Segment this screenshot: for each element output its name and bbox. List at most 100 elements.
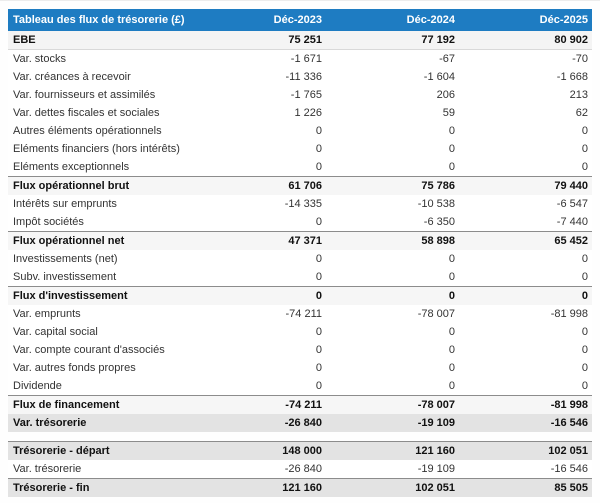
column-header-dec-2025: Déc-2025 — [459, 9, 592, 31]
row-value-dec-2024: 0 — [326, 341, 459, 359]
row-value-dec-2025: 0 — [459, 377, 592, 396]
row-value-dec-2024: 0 — [326, 158, 459, 177]
table-body: EBE 75 251 77 192 80 902 Var. stocks -1 … — [8, 31, 592, 497]
row-value-dec-2025: 65 452 — [459, 231, 592, 250]
row-label: Var. emprunts — [8, 305, 193, 323]
table-row: Trésorerie - fin 121 160 102 051 85 505 — [8, 478, 592, 497]
row-value-dec-2024: -19 109 — [326, 414, 459, 432]
row-label: Var. capital social — [8, 323, 193, 341]
column-header-dec-2023: Déc-2023 — [193, 9, 326, 31]
row-value-dec-2025: -81 998 — [459, 305, 592, 323]
row-value-dec-2024: 59 — [326, 104, 459, 122]
row-label: Flux opérationnel net — [8, 231, 193, 250]
row-value-dec-2024: 77 192 — [326, 31, 459, 50]
column-header-dec-2024: Déc-2024 — [326, 9, 459, 31]
header-row: Tableau des flux de trésorerie (£) Déc-2… — [8, 9, 592, 31]
table-row: Autres éléments opérationnels 0 0 0 — [8, 122, 592, 140]
table-row: Flux de financement -74 211 -78 007 -81 … — [8, 395, 592, 414]
table-row: EBE 75 251 77 192 80 902 — [8, 31, 592, 50]
row-value-dec-2025: 0 — [459, 286, 592, 305]
row-value-dec-2023: -14 335 — [193, 195, 326, 213]
row-label: Var. compte courant d'associés — [8, 341, 193, 359]
table-row: Eléments exceptionnels 0 0 0 — [8, 158, 592, 177]
row-value-dec-2024: 0 — [326, 377, 459, 396]
row-value-dec-2023: -11 336 — [193, 68, 326, 86]
row-label: Var. dettes fiscales et sociales — [8, 104, 193, 122]
row-value-dec-2024: 121 160 — [326, 441, 459, 460]
row-value-dec-2024: 58 898 — [326, 231, 459, 250]
row-value-dec-2023: 0 — [193, 250, 326, 268]
row-label: Trésorerie - fin — [8, 478, 193, 497]
row-value-dec-2025: -70 — [459, 49, 592, 68]
table-row: Flux d'investissement 0 0 0 — [8, 286, 592, 305]
table-row: Var. trésorerie -26 840 -19 109 -16 546 — [8, 460, 592, 479]
row-value-dec-2023: 0 — [193, 158, 326, 177]
table-title: Tableau des flux de trésorerie (£) — [8, 9, 193, 31]
table-row: Var. créances à recevoir -11 336 -1 604 … — [8, 68, 592, 86]
row-value-dec-2025: 213 — [459, 86, 592, 104]
row-value-dec-2023: 0 — [193, 323, 326, 341]
row-label: Subv. investissement — [8, 268, 193, 287]
row-label: Var. créances à recevoir — [8, 68, 193, 86]
table-row: Var. compte courant d'associés 0 0 0 — [8, 341, 592, 359]
row-value-dec-2024: -19 109 — [326, 460, 459, 479]
row-value-dec-2024: 0 — [326, 140, 459, 158]
table-row: Subv. investissement 0 0 0 — [8, 268, 592, 287]
row-value-dec-2024: -1 604 — [326, 68, 459, 86]
row-value-dec-2023: 47 371 — [193, 231, 326, 250]
row-label: EBE — [8, 31, 193, 50]
row-label: Dividende — [8, 377, 193, 396]
row-value-dec-2025: -7 440 — [459, 213, 592, 232]
row-label: Investissements (net) — [8, 250, 193, 268]
row-value-dec-2025: 0 — [459, 359, 592, 377]
row-value-dec-2023: -1 671 — [193, 49, 326, 68]
row-label: Var. stocks — [8, 49, 193, 68]
row-label: Trésorerie - départ — [8, 441, 193, 460]
table-row: Investissements (net) 0 0 0 — [8, 250, 592, 268]
table-row: Var. capital social 0 0 0 — [8, 323, 592, 341]
table-row: Var. autres fonds propres 0 0 0 — [8, 359, 592, 377]
row-value-dec-2025: -81 998 — [459, 395, 592, 414]
row-value-dec-2025: 79 440 — [459, 176, 592, 195]
row-label: Var. autres fonds propres — [8, 359, 193, 377]
row-value-dec-2025: -1 668 — [459, 68, 592, 86]
row-value-dec-2024: 206 — [326, 86, 459, 104]
spacer-cell — [8, 432, 592, 442]
row-value-dec-2023: 0 — [193, 268, 326, 287]
table-row: Var. trésorerie -26 840 -19 109 -16 546 — [8, 414, 592, 432]
row-value-dec-2023: 0 — [193, 140, 326, 158]
row-label: Eléments exceptionnels — [8, 158, 193, 177]
row-value-dec-2025: 0 — [459, 140, 592, 158]
row-value-dec-2025: 62 — [459, 104, 592, 122]
row-value-dec-2024: 0 — [326, 268, 459, 287]
row-value-dec-2024: 102 051 — [326, 478, 459, 497]
row-label: Var. trésorerie — [8, 414, 193, 432]
row-value-dec-2024: 75 786 — [326, 176, 459, 195]
row-label: Flux opérationnel brut — [8, 176, 193, 195]
row-value-dec-2025: 0 — [459, 341, 592, 359]
row-value-dec-2023: 0 — [193, 377, 326, 396]
row-value-dec-2023: -74 211 — [193, 305, 326, 323]
row-value-dec-2023: 148 000 — [193, 441, 326, 460]
table-row: Impôt sociétés 0 -6 350 -7 440 — [8, 213, 592, 232]
row-label: Autres éléments opérationnels — [8, 122, 193, 140]
row-value-dec-2024: -6 350 — [326, 213, 459, 232]
row-value-dec-2023: 0 — [193, 286, 326, 305]
table-row: Flux opérationnel net 47 371 58 898 65 4… — [8, 231, 592, 250]
row-value-dec-2023: 75 251 — [193, 31, 326, 50]
row-value-dec-2023: -26 840 — [193, 414, 326, 432]
row-value-dec-2025: 85 505 — [459, 478, 592, 497]
row-value-dec-2025: 0 — [459, 122, 592, 140]
row-value-dec-2025: -16 546 — [459, 414, 592, 432]
row-value-dec-2024: -67 — [326, 49, 459, 68]
row-label: Eléments financiers (hors intérêts) — [8, 140, 193, 158]
table-row: Flux opérationnel brut 61 706 75 786 79 … — [8, 176, 592, 195]
row-label: Flux de financement — [8, 395, 193, 414]
row-value-dec-2025: 0 — [459, 250, 592, 268]
row-value-dec-2023: -26 840 — [193, 460, 326, 479]
row-value-dec-2023: 0 — [193, 341, 326, 359]
row-value-dec-2024: 0 — [326, 250, 459, 268]
row-value-dec-2025: 102 051 — [459, 441, 592, 460]
table-row: Eléments financiers (hors intérêts) 0 0 … — [8, 140, 592, 158]
